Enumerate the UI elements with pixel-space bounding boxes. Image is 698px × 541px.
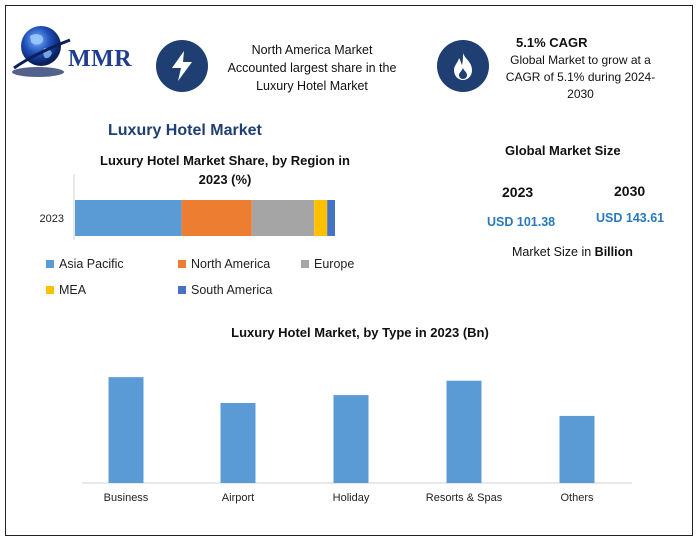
type-bar-business: [108, 377, 144, 483]
cagr-line: Global Market to grow at a: [510, 53, 651, 67]
legend-swatch-europe: [301, 260, 309, 268]
region-chart-title: Luxury Hotel Market Share, by Region in …: [80, 151, 370, 189]
region-share-chart: 2023 Asia Pacific North America Europe MEA S…: [40, 174, 354, 297]
value-2023: USD 101.38: [487, 215, 556, 229]
cagr-line: CAGR of 5.1% during 2024-: [505, 70, 656, 84]
size-note-unit: Billion: [594, 245, 633, 259]
legend-label-asia-pacific: Asia Pacific: [59, 257, 124, 271]
legend-label-mea: MEA: [59, 283, 87, 297]
region-chart-title-line: Luxury Hotel Market Share, by Region in: [100, 153, 350, 168]
cagr-description: Global Market to grow at a CAGR of 5.1% …: [498, 52, 663, 103]
mmr-logo: MMR: [8, 22, 138, 82]
type-bar-airport: [220, 402, 256, 483]
type-bar-resorts-spas: [446, 380, 482, 483]
info-line: Accounted largest share in the: [227, 61, 397, 75]
type-bar-others: [559, 415, 595, 483]
region-bar-asia-pacific: [75, 200, 182, 236]
lightning-icon: [172, 51, 192, 81]
type-label-holiday: Holiday: [333, 492, 370, 504]
year-2030: 2030: [614, 183, 646, 199]
legend-label-europe: Europe: [314, 257, 354, 271]
cagr-title: 5.1% CAGR: [516, 35, 588, 50]
region-category-label: 2023: [40, 213, 64, 225]
type-label-business: Business: [104, 492, 149, 504]
region-bar-mea: [314, 200, 328, 236]
info-north-america: North America Market Accounted largest s…: [212, 41, 412, 95]
market-title: Luxury Hotel Market: [108, 122, 262, 139]
type-chart-title: Luxury Hotel Market, by Type in 2023 (Bn…: [231, 325, 489, 340]
type-bar-chart: Business Airport Holiday Resorts & Spas Othe…: [82, 377, 632, 504]
type-label-airport: Airport: [222, 492, 254, 504]
region-bar-north-america: [181, 200, 252, 236]
globe-icon: [12, 26, 71, 77]
info-line: Luxury Hotel Market: [256, 79, 368, 93]
flame-icon: [454, 53, 472, 80]
size-note: Market Size in Billion: [512, 245, 633, 259]
legend-swatch-south-america: [178, 286, 186, 294]
size-note-prefix: Market Size in: [512, 245, 595, 259]
legend-swatch-north-america: [178, 260, 186, 268]
global-size-title: Global Market Size: [505, 143, 621, 158]
cagr-line: 2030: [567, 87, 594, 101]
info-line: North America Market: [251, 43, 373, 57]
lightning-badge: [156, 40, 208, 92]
logo-text: MMR: [68, 46, 133, 72]
type-bar-holiday: [333, 395, 369, 483]
region-bar-south-america: [327, 200, 335, 236]
legend-swatch-mea: [46, 286, 54, 294]
value-2030: USD 143.61: [596, 211, 665, 225]
legend-swatch-asia-pacific: [46, 260, 54, 268]
type-label-resorts-spas: Resorts & Spas: [426, 492, 503, 504]
region-chart-title-line: 2023 (%): [198, 172, 252, 187]
legend-label-south-america: South America: [191, 283, 272, 297]
legend-label-north-america: North America: [191, 257, 270, 271]
region-bar-europe: [251, 200, 315, 236]
type-label-others: Others: [560, 492, 594, 504]
year-2023: 2023: [502, 184, 534, 200]
flame-badge: [437, 40, 489, 92]
